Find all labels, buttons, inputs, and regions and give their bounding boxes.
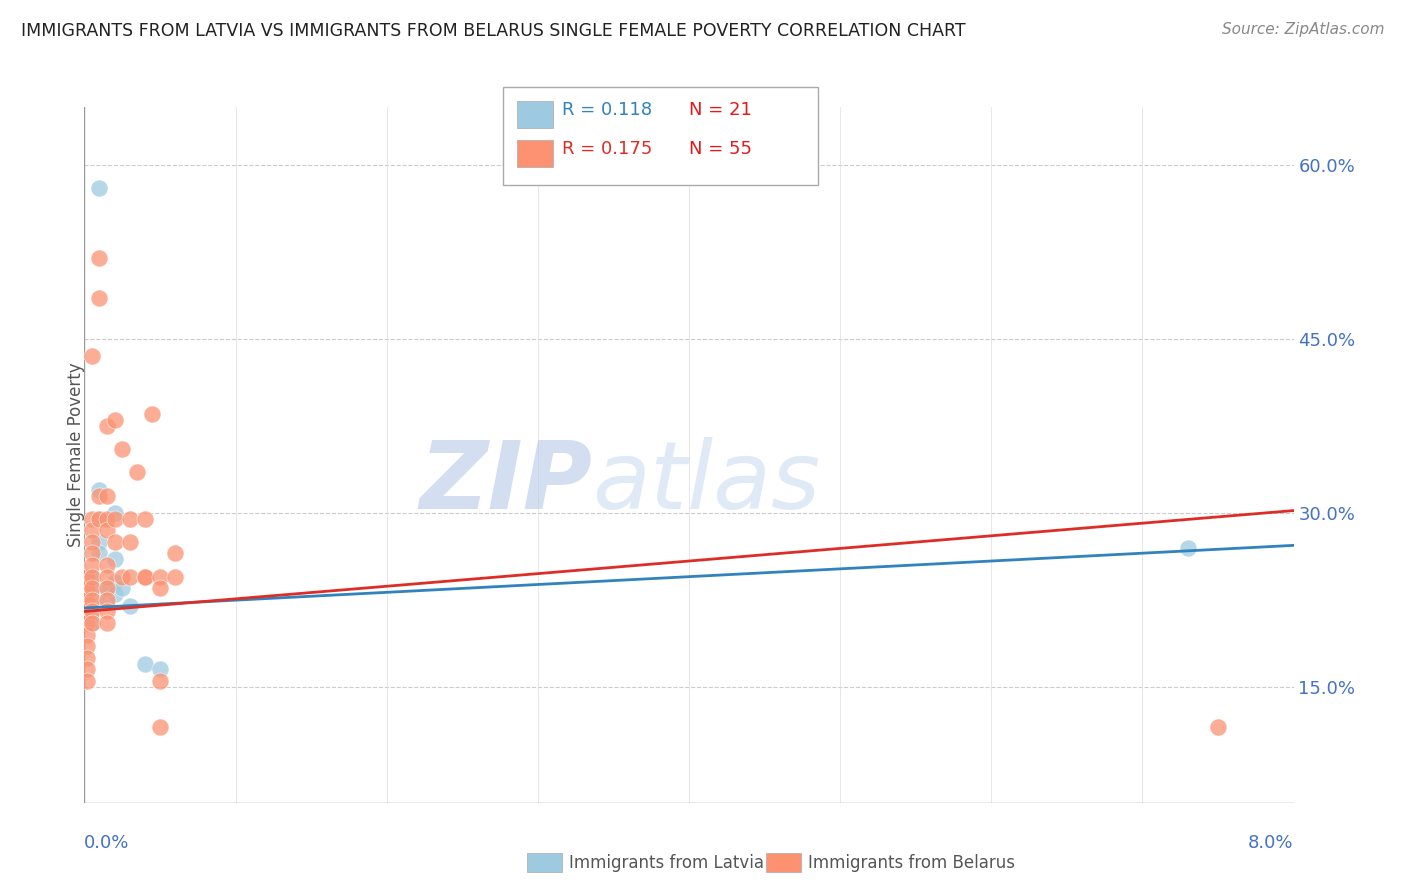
Point (89, 511, 111, 525)
Point (96, 570, 118, 584)
Point (76, 651, 98, 665)
Point (149, 582, 172, 596)
Point (165, 570, 187, 584)
Point (89, 181, 111, 195)
Point (149, 721, 172, 735)
Point (104, 534, 127, 549)
Point (141, 407, 163, 421)
Point (96, 582, 118, 596)
Text: Source: ZipAtlas.com: Source: ZipAtlas.com (1222, 22, 1385, 37)
Point (134, 657, 156, 671)
Point (96, 489, 118, 503)
Point (1206, 721, 1229, 735)
Point (104, 511, 127, 525)
Point (104, 587, 127, 601)
Point (104, 506, 127, 520)
Point (80, 615, 103, 630)
Point (80, 582, 103, 596)
Point (80, 592, 103, 607)
Point (149, 662, 172, 676)
Point (149, 674, 172, 689)
Point (80, 592, 103, 607)
Text: R = 0.175: R = 0.175 (562, 140, 652, 158)
Point (118, 570, 141, 584)
Point (96, 523, 118, 537)
Point (96, 558, 118, 573)
Text: ZIP: ZIP (419, 437, 592, 529)
Point (89, 251, 111, 265)
Point (80, 546, 103, 561)
Point (89, 489, 111, 503)
Point (118, 511, 141, 525)
Point (89, 291, 111, 305)
Point (89, 534, 111, 549)
Text: Immigrants from Latvia: Immigrants from Latvia (569, 854, 765, 871)
Point (80, 605, 103, 619)
Text: N = 55: N = 55 (689, 140, 752, 158)
Point (89, 483, 111, 497)
Point (118, 534, 141, 549)
Point (80, 605, 103, 619)
Point (80, 523, 103, 537)
Point (76, 628, 98, 642)
Point (165, 546, 187, 561)
Point (96, 605, 118, 619)
Point (96, 615, 118, 630)
Point (80, 615, 103, 630)
Point (89, 546, 111, 561)
Point (96, 582, 118, 596)
Text: 8.0%: 8.0% (1249, 834, 1294, 852)
Point (76, 592, 98, 607)
Point (76, 674, 98, 689)
Point (80, 349, 103, 364)
Text: R = 0.118: R = 0.118 (562, 101, 652, 119)
Y-axis label: Single Female Poverty: Single Female Poverty (67, 363, 84, 547)
Point (89, 511, 111, 525)
Point (80, 534, 103, 549)
Point (80, 570, 103, 584)
Point (1177, 541, 1199, 555)
Point (80, 582, 103, 596)
Point (96, 418, 118, 433)
Point (96, 511, 118, 525)
Point (96, 592, 118, 607)
Text: N = 21: N = 21 (689, 101, 752, 119)
Text: atlas: atlas (592, 437, 821, 528)
Point (76, 582, 98, 596)
Point (104, 575, 127, 590)
Point (134, 511, 156, 525)
Point (111, 570, 134, 584)
Point (80, 570, 103, 584)
Point (80, 511, 103, 525)
Point (111, 582, 134, 596)
Point (76, 662, 98, 676)
Point (76, 639, 98, 653)
Text: IMMIGRANTS FROM LATVIA VS IMMIGRANTS FROM BELARUS SINGLE FEMALE POVERTY CORRELAT: IMMIGRANTS FROM LATVIA VS IMMIGRANTS FRO… (21, 22, 966, 40)
Point (96, 592, 118, 607)
Point (76, 570, 98, 584)
Point (149, 570, 172, 584)
Text: 0.0%: 0.0% (84, 834, 129, 852)
Point (134, 570, 156, 584)
Point (104, 552, 127, 566)
Point (80, 558, 103, 573)
Point (111, 442, 134, 456)
Point (76, 605, 98, 619)
Point (127, 466, 149, 480)
Point (76, 615, 98, 630)
Text: Immigrants from Belarus: Immigrants from Belarus (808, 854, 1015, 871)
Point (104, 413, 127, 427)
Point (134, 570, 156, 584)
Point (118, 599, 141, 613)
